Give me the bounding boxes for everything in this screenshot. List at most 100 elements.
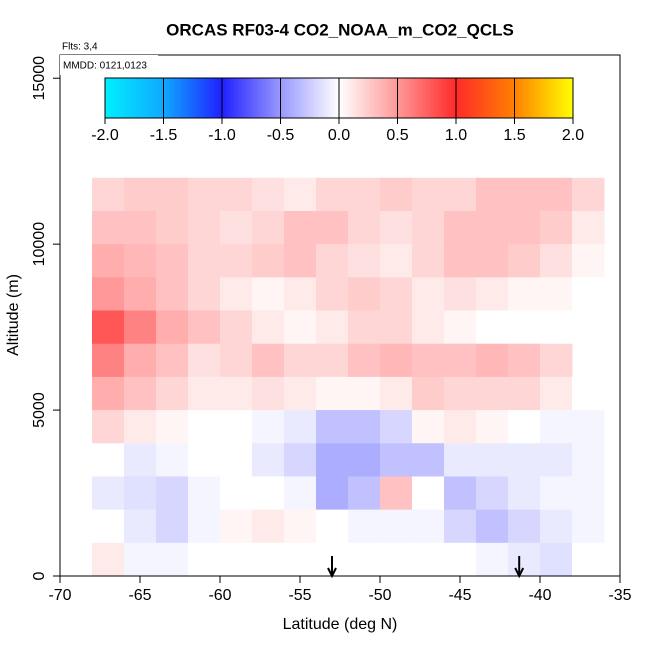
colorbar-step xyxy=(449,78,452,118)
colorbar-step xyxy=(133,78,136,118)
heat-cell xyxy=(508,210,541,245)
heat-cell xyxy=(508,476,541,511)
heat-cell xyxy=(572,542,605,577)
colorbar-step xyxy=(371,78,374,118)
colorbar-step xyxy=(547,78,550,118)
colorbar-step xyxy=(193,78,196,118)
heat-cell xyxy=(316,310,349,345)
heat-cell xyxy=(316,343,349,378)
colorbar-step xyxy=(267,78,270,118)
colorbar-step xyxy=(391,78,394,118)
y-tick-label: 15000 xyxy=(31,56,48,101)
colorbar-step xyxy=(215,78,218,118)
colorbar-step xyxy=(157,78,160,118)
heat-cell xyxy=(380,343,413,378)
heat-cell xyxy=(380,476,413,511)
heat-cell xyxy=(380,376,413,411)
colorbar-step xyxy=(177,78,180,118)
heat-cell xyxy=(572,443,605,477)
heat-cell xyxy=(220,542,253,577)
heat-cell xyxy=(156,210,189,245)
colorbar-step xyxy=(253,78,256,118)
heat-cell xyxy=(380,443,413,477)
heat-cell xyxy=(572,509,605,544)
heat-cell xyxy=(188,177,221,212)
heat-cell xyxy=(220,177,253,212)
heat-cell xyxy=(284,244,317,278)
colorbar-step xyxy=(125,78,128,118)
heat-cell xyxy=(188,443,221,477)
heat-cell xyxy=(188,244,221,278)
heat-cell xyxy=(156,177,189,212)
heat-cell xyxy=(572,177,605,212)
heat-cell xyxy=(508,310,541,345)
heat-cell xyxy=(124,410,157,444)
colorbar-step xyxy=(313,78,316,118)
colorbar-step xyxy=(123,78,126,118)
heat-cell xyxy=(252,177,285,212)
dates-box xyxy=(60,55,158,75)
colorbar-step xyxy=(395,78,398,118)
colorbar-step xyxy=(399,78,402,118)
heat-cell xyxy=(188,210,221,245)
heat-cell xyxy=(316,476,349,511)
colorbar-step xyxy=(285,78,288,118)
colorbar-step xyxy=(491,78,494,118)
colorbar-step xyxy=(277,78,280,118)
colorbar-step xyxy=(167,78,170,118)
colorbar-tick-label: -1.0 xyxy=(208,127,236,144)
plot-frame xyxy=(59,54,621,577)
colorbar-step xyxy=(477,78,480,118)
colorbar-step xyxy=(369,78,372,118)
colorbar-step xyxy=(345,78,348,118)
colorbar-step xyxy=(237,78,240,118)
heat-cell xyxy=(252,244,285,278)
heat-cell xyxy=(124,542,157,577)
colorbar-step xyxy=(251,78,254,118)
heat-cell xyxy=(412,277,445,312)
colorbar-step xyxy=(143,78,146,118)
heat-cell xyxy=(412,177,445,212)
colorbar-step xyxy=(131,78,134,118)
colorbar-step xyxy=(241,78,244,118)
heat-cell xyxy=(412,310,445,345)
heat-cell xyxy=(444,244,477,278)
y-tick-label: 5000 xyxy=(31,392,48,428)
colorbar-step xyxy=(195,78,198,118)
colorbar-step xyxy=(307,78,310,118)
heat-cell xyxy=(124,210,157,245)
colorbar-step xyxy=(543,78,546,118)
colorbar-step xyxy=(175,78,178,118)
colorbar-step xyxy=(383,78,386,118)
heat-cell xyxy=(316,210,349,245)
colorbar-step xyxy=(245,78,248,118)
colorbar-step xyxy=(235,78,238,118)
colorbar-step xyxy=(385,78,388,118)
colorbar-step xyxy=(319,78,322,118)
colorbar-step xyxy=(209,78,212,118)
colorbar-step xyxy=(567,78,570,118)
colorbar-step xyxy=(169,78,172,118)
heat-cell xyxy=(284,410,317,444)
heat-cell xyxy=(348,410,381,444)
colorbar-step xyxy=(523,78,526,118)
colorbar-step xyxy=(433,78,436,118)
heat-cell xyxy=(540,343,573,378)
heat-cell xyxy=(220,343,253,378)
heat-cell xyxy=(252,476,285,511)
colorbar-step xyxy=(467,78,470,118)
heat-cell xyxy=(284,177,317,212)
heat-cell xyxy=(156,310,189,345)
colorbar-step xyxy=(387,78,390,118)
colorbar-step xyxy=(219,78,222,118)
colorbar-step xyxy=(299,78,302,118)
heat-cell xyxy=(508,509,541,544)
heat-cell xyxy=(284,277,317,312)
heat-cell xyxy=(220,476,253,511)
colorbar-step xyxy=(563,78,566,118)
colorbar-step xyxy=(229,78,232,118)
colorbar-step xyxy=(129,78,132,118)
heat-cell xyxy=(316,509,349,544)
heat-cell xyxy=(476,177,509,212)
